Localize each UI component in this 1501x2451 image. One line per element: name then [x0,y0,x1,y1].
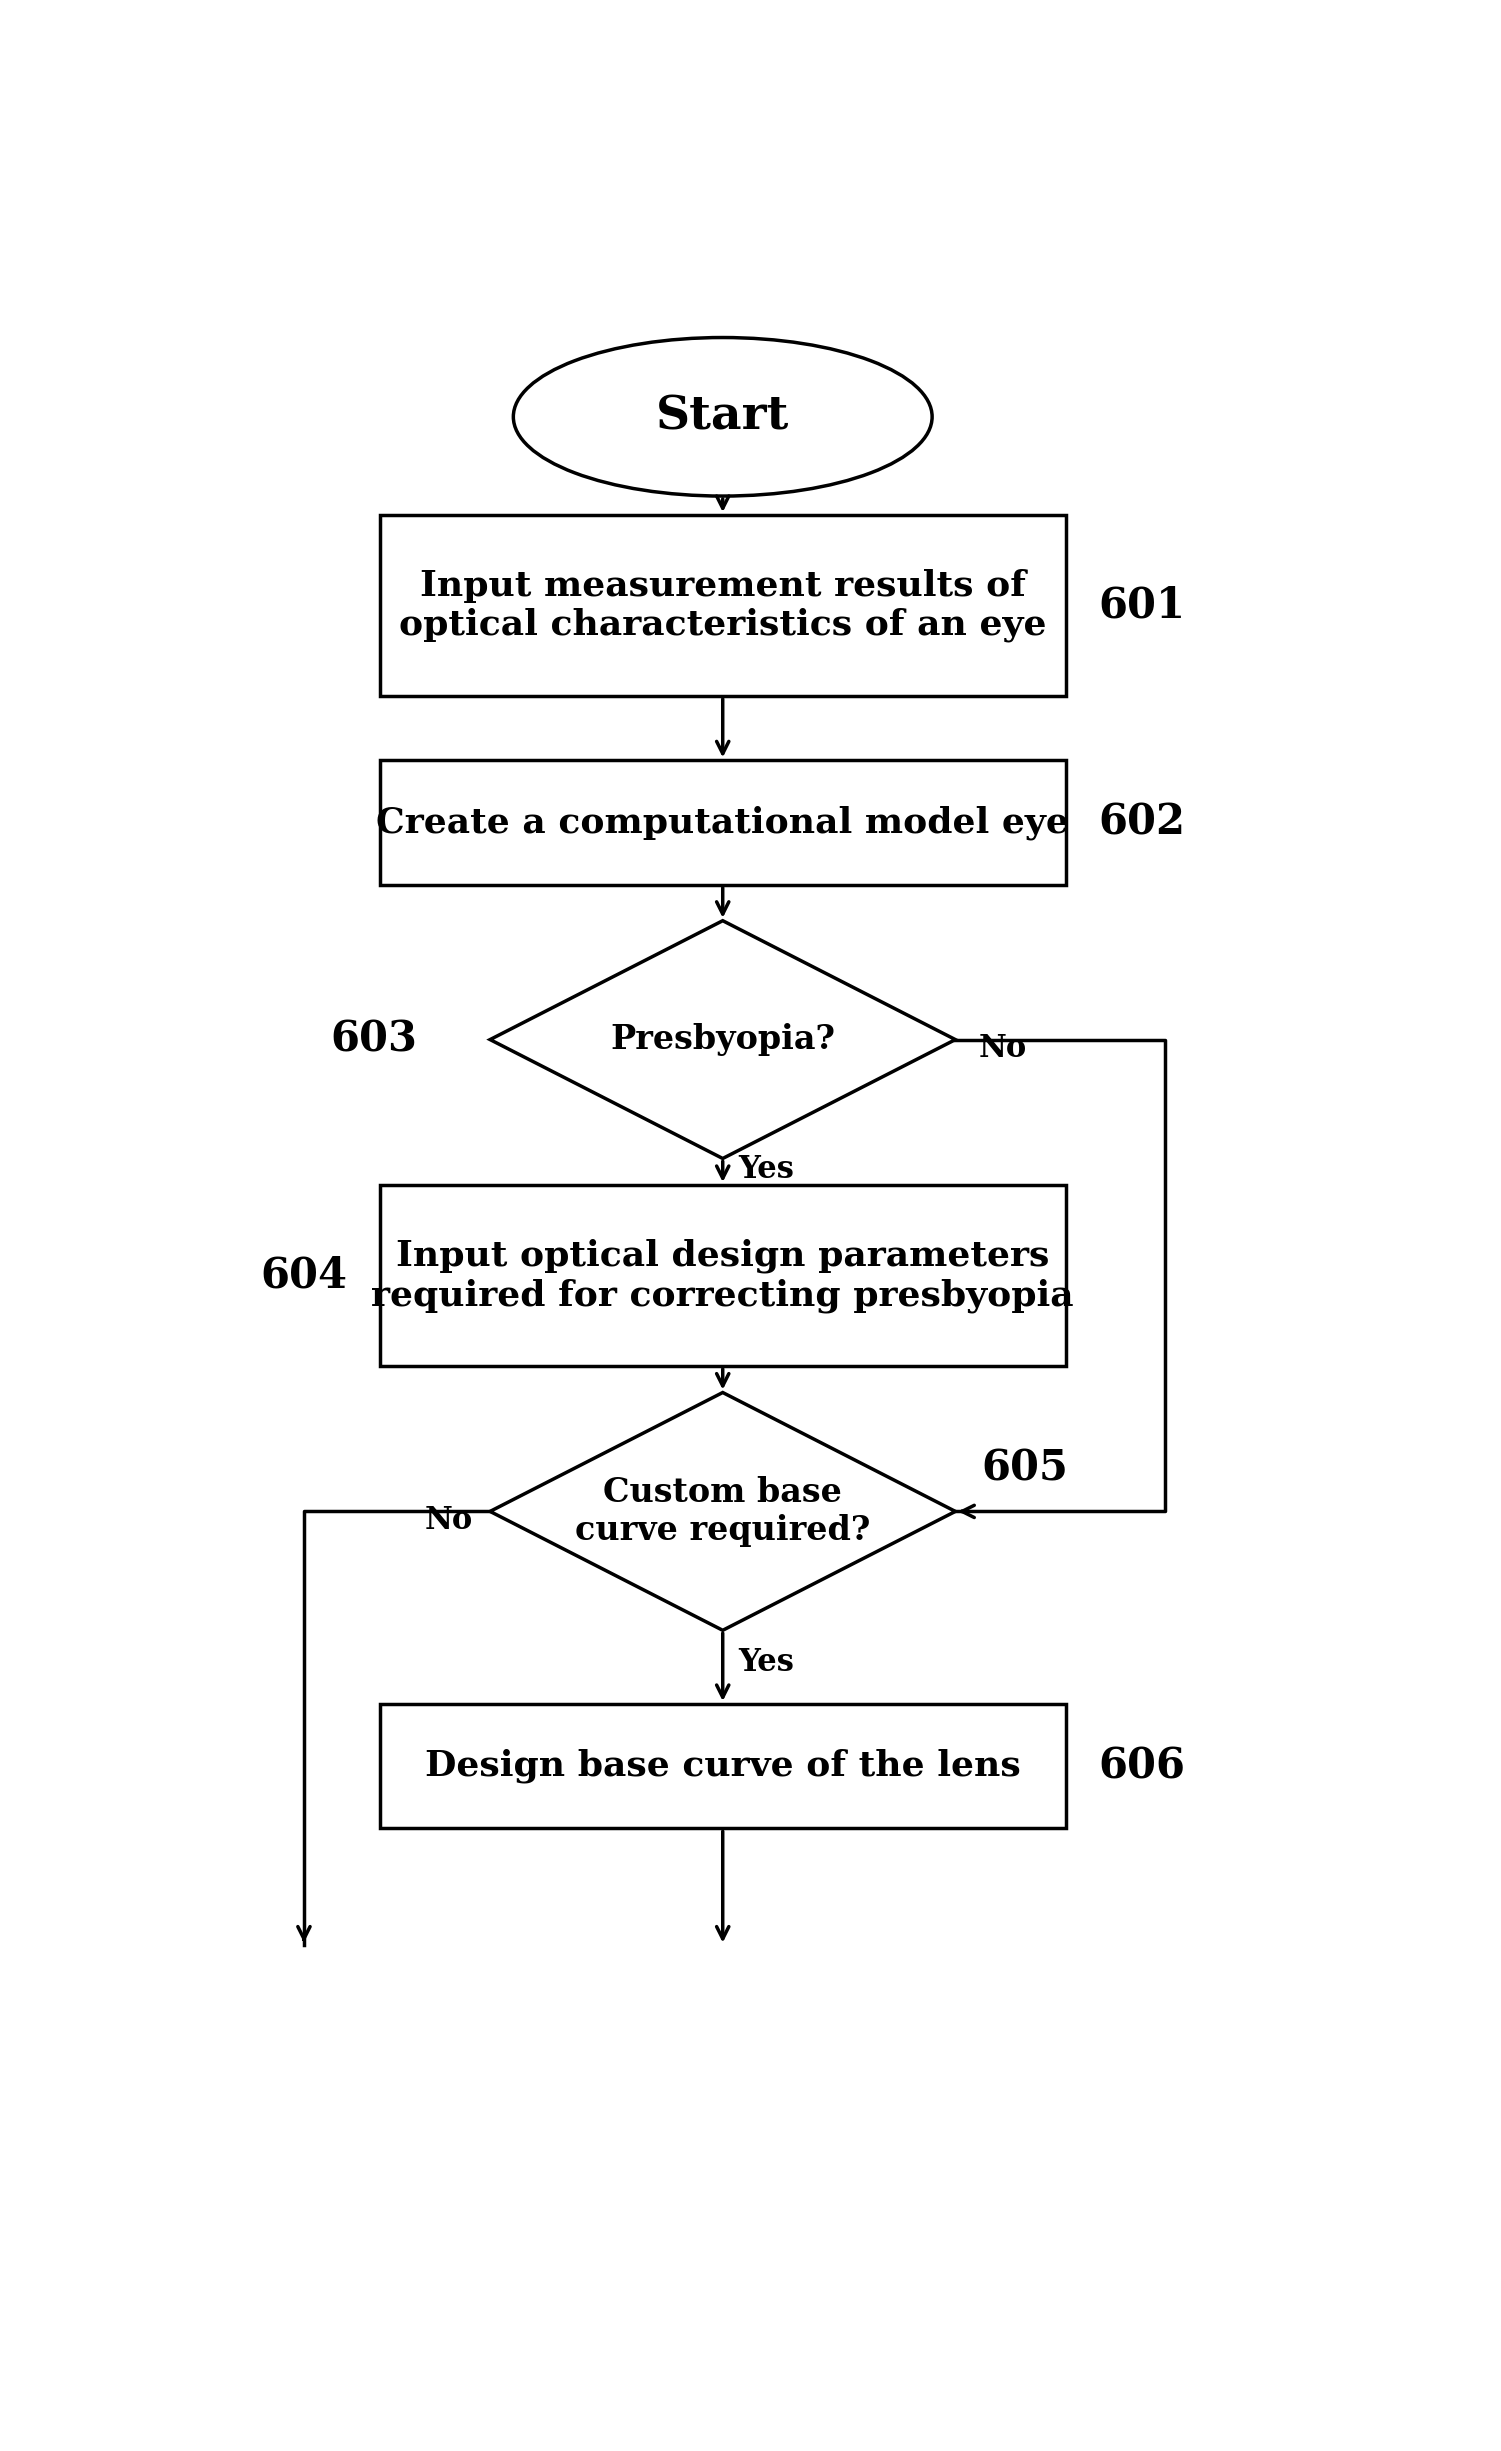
Bar [380,515,1066,696]
Text: Yes: Yes [738,1154,794,1186]
Bar [380,1184,1066,1365]
Text: 605: 605 [982,1446,1069,1490]
Text: Start: Start [656,395,790,439]
Text: Create a computational model eye: Create a computational model eye [377,806,1069,841]
Text: Presbyopia?: Presbyopia? [611,1022,835,1056]
Text: 603: 603 [330,1020,417,1061]
Text: 602: 602 [1099,801,1184,843]
Text: No: No [425,1505,473,1537]
Text: No: No [979,1034,1027,1064]
Text: 601: 601 [1099,583,1184,627]
Bar [380,760,1066,885]
Bar [380,1703,1066,1828]
Text: Design base curve of the lens: Design base curve of the lens [425,1750,1021,1784]
Text: Yes: Yes [738,1647,794,1679]
Text: 606: 606 [1099,1745,1184,1787]
Text: 604: 604 [261,1255,347,1297]
Text: Custom base
curve required?: Custom base curve required? [575,1476,871,1547]
Polygon shape [489,1392,956,1630]
Polygon shape [489,922,956,1159]
Text: Input optical design parameters
required for correcting presbyopia: Input optical design parameters required… [371,1238,1075,1314]
Ellipse shape [513,338,932,495]
Text: Input measurement results of
optical characteristics of an eye: Input measurement results of optical cha… [399,569,1046,642]
